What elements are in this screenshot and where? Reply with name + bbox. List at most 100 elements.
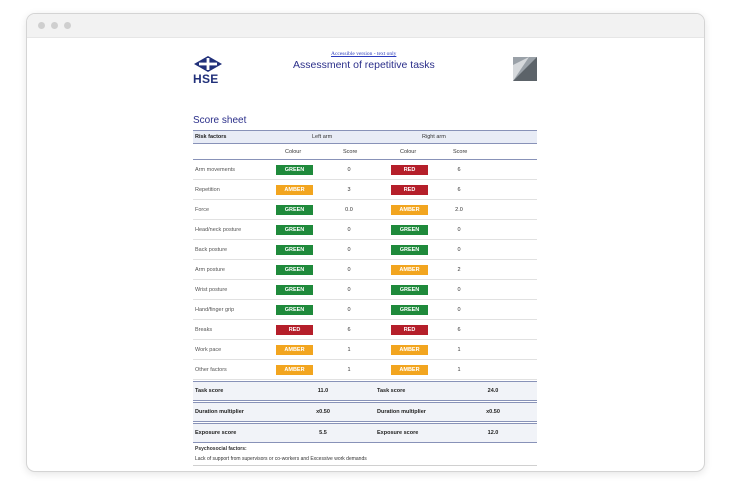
left-score-value: 3 <box>347 186 351 193</box>
summary-rows: Task score 11.0 Task score 24.0 Duration mul… <box>193 381 537 443</box>
right-colour-badge: RED <box>391 324 428 335</box>
psychosocial-text: Lack of support from supervisors or co-w… <box>195 456 367 462</box>
left-arm-header: Left arm <box>312 134 333 140</box>
summary-right-label: Exposure score <box>377 430 419 436</box>
summary-left-label: Duration multiplier <box>195 409 244 415</box>
window-titlebar <box>27 14 704 38</box>
left-colour-badge: GREEN <box>276 204 313 215</box>
factor-label: Back posture <box>195 246 228 253</box>
hse-logo-text: HSE <box>193 72 219 86</box>
table-row: Repetition AMBER 3 RED 6 <box>193 180 537 200</box>
left-colour-badge: GREEN <box>276 244 313 255</box>
left-colour-badge: GREEN <box>276 284 313 295</box>
right-colour-badge: RED <box>391 164 428 175</box>
table-row: Wrist posture GREEN 0 GREEN 0 <box>193 280 537 300</box>
table-header-row: Risk factors Left arm Right arm <box>193 130 537 144</box>
psychosocial-title: Psychosocial factors: <box>195 446 247 452</box>
right-colour-badge: AMBER <box>391 344 428 355</box>
right-score-value: 2 <box>457 266 461 273</box>
left-colour-badge: GREEN <box>276 304 313 315</box>
left-score-header: Score <box>343 148 358 155</box>
table-row: Force GREEN 0.0 AMBER 2.0 <box>193 200 537 220</box>
page-title: Assessment of repetitive tasks <box>293 59 435 71</box>
right-score-value: 2.0 <box>455 206 463 213</box>
summary-right-value: 12.0 <box>487 430 499 436</box>
left-score-value: 0.0 <box>345 206 353 213</box>
left-colour-header: Colour <box>285 148 302 155</box>
right-score-value: 6 <box>457 326 461 333</box>
summary-right-value: x0.50 <box>486 409 500 415</box>
right-score-value: 1 <box>457 366 461 373</box>
factor-label: Force <box>195 206 210 213</box>
left-score-value: 1 <box>347 346 351 353</box>
window-minimize-dot[interactable] <box>51 22 58 29</box>
table-row: Breaks RED 6 RED 6 <box>193 320 537 340</box>
table-row: Hand/finger grip GREEN 0 GREEN 0 <box>193 300 537 320</box>
right-score-value: 0 <box>457 246 461 253</box>
right-colour-badge: GREEN <box>391 284 428 295</box>
right-score-header: Score <box>453 148 468 155</box>
score-sheet-title: Score sheet <box>193 115 247 126</box>
summary-left-value: x0.50 <box>316 409 330 415</box>
corner-graphic-icon <box>513 57 537 81</box>
left-score-value: 6 <box>347 326 351 333</box>
risk-factors-header: Risk factors <box>195 134 227 140</box>
left-colour-badge: AMBER <box>276 344 313 355</box>
table-subheader-row: Colour Score Colour Score <box>193 144 537 160</box>
summary-right-label: Task score <box>377 388 406 394</box>
table-row: Arm posture GREEN 0 AMBER 2 <box>193 260 537 280</box>
table-row: Work pace AMBER 1 AMBER 1 <box>193 340 537 360</box>
right-colour-badge: AMBER <box>391 364 428 375</box>
factor-label: Work pace <box>195 346 222 353</box>
factor-rows: Arm movements GREEN 0 RED 6 Repetition AMBER 3 R… <box>193 160 537 380</box>
psychosocial-section: Psychosocial factors: Lack of support fr… <box>193 443 537 466</box>
left-score-value: 0 <box>347 226 351 233</box>
summary-left-value: 5.5 <box>319 430 327 436</box>
window-close-dot[interactable] <box>38 22 45 29</box>
factor-label: Other factors <box>195 366 227 373</box>
summary-right-value: 24.0 <box>487 388 499 394</box>
summary-left-label: Exposure score <box>195 430 237 436</box>
left-colour-badge: GREEN <box>276 224 313 235</box>
right-colour-badge: GREEN <box>391 244 428 255</box>
factor-label: Head/neck posture <box>195 226 242 233</box>
window-maximize-dot[interactable] <box>64 22 71 29</box>
right-score-value: 6 <box>457 186 461 193</box>
left-colour-badge: AMBER <box>276 364 313 375</box>
table-row: Arm movements GREEN 0 RED 6 <box>193 160 537 180</box>
accessible-version-link[interactable]: Accessible version - text only <box>331 51 397 57</box>
document-header: HSE Accessible version - text only Asses… <box>193 48 539 108</box>
factor-label: Hand/finger grip <box>195 306 235 313</box>
right-colour-badge: AMBER <box>391 264 428 275</box>
left-score-value: 0 <box>347 166 351 173</box>
right-score-value: 0 <box>457 306 461 313</box>
right-colour-badge: GREEN <box>391 304 428 315</box>
table-row: Back posture GREEN 0 GREEN 0 <box>193 240 537 260</box>
factor-label: Arm movements <box>195 166 236 173</box>
table-row: Other factors AMBER 1 AMBER 1 <box>193 360 537 380</box>
left-score-value: 0 <box>347 246 351 253</box>
left-colour-badge: GREEN <box>276 164 313 175</box>
left-colour-badge: GREEN <box>276 264 313 275</box>
right-score-value: 6 <box>457 166 461 173</box>
left-score-value: 1 <box>347 366 351 373</box>
summary-row: Task score 11.0 Task score 24.0 <box>193 381 537 401</box>
summary-row: Duration multiplier x0.50 Duration multipl… <box>193 402 537 422</box>
right-arm-header: Right arm <box>422 134 446 140</box>
factor-label: Breaks <box>195 326 213 333</box>
right-score-value: 0 <box>457 286 461 293</box>
table-row: Head/neck posture GREEN 0 GREEN 0 <box>193 220 537 240</box>
left-colour-badge: RED <box>276 324 313 335</box>
left-score-value: 0 <box>347 286 351 293</box>
left-colour-badge: AMBER <box>276 184 313 195</box>
factor-label: Wrist posture <box>195 286 228 293</box>
summary-row: Exposure score 5.5 Exposure score 12.0 <box>193 423 537 443</box>
right-score-value: 1 <box>457 346 461 353</box>
factor-label: Repetition <box>195 186 220 193</box>
hse-logo: HSE <box>193 56 225 85</box>
browser-window: HSE Accessible version - text only Asses… <box>26 13 705 472</box>
summary-left-value: 11.0 <box>317 388 329 394</box>
summary-left-label: Task score <box>195 388 224 394</box>
score-document: HSE Accessible version - text only Asses… <box>193 48 539 466</box>
hse-crown-icon <box>194 56 222 72</box>
